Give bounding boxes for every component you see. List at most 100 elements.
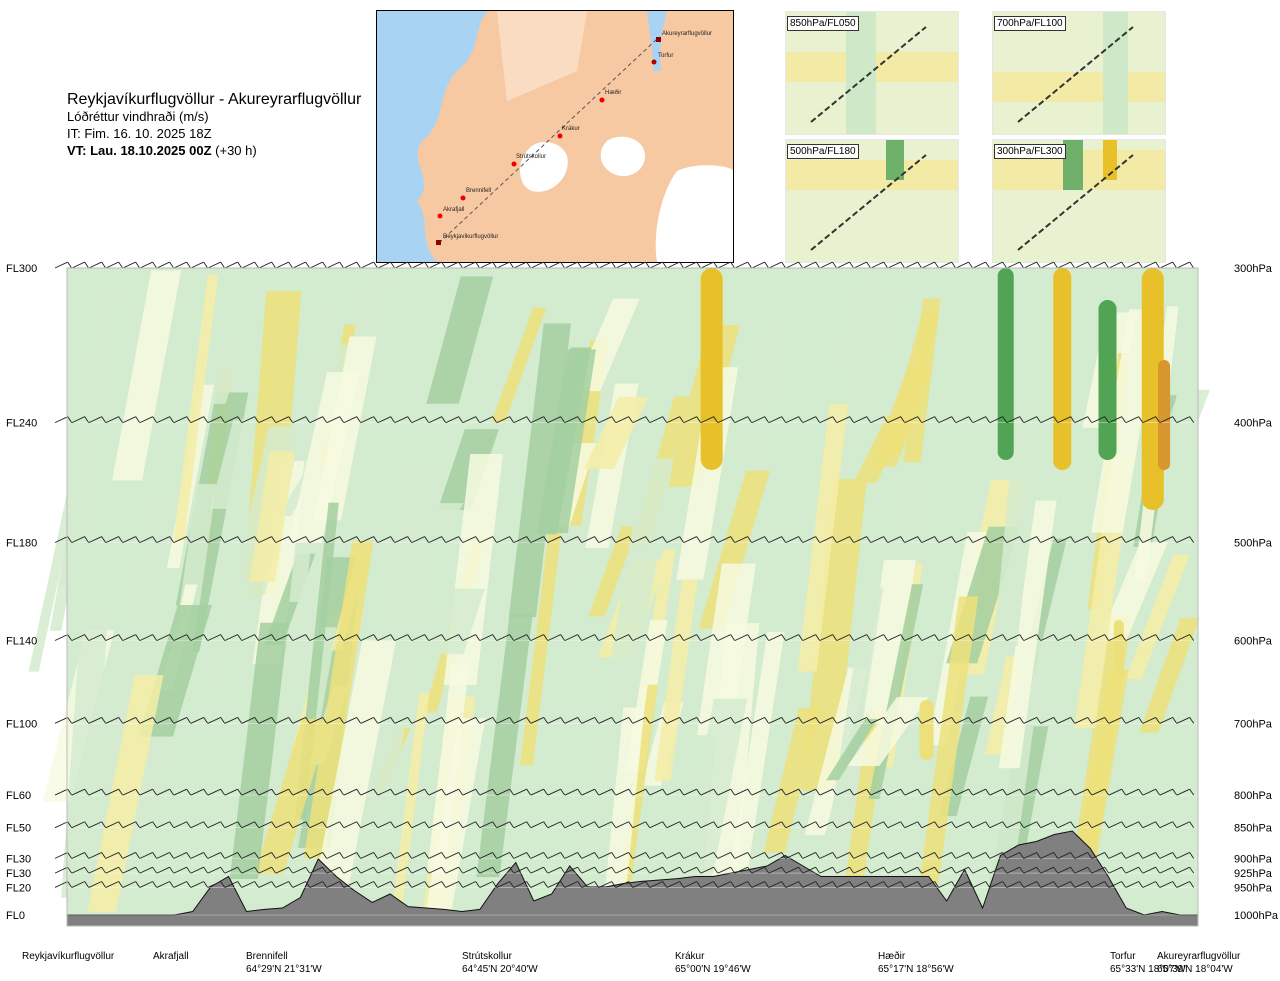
- flight-level-label: FL30: [6, 853, 31, 865]
- wind-barb-flag: [917, 821, 923, 828]
- wind-barb-flag: [305, 717, 311, 724]
- pressure-level-label: 500hPa: [1234, 538, 1273, 550]
- wind-barb-flag: [322, 852, 328, 859]
- wind-barb: [819, 821, 833, 829]
- waypoint-akrafjall: [437, 213, 443, 219]
- wind-barb-flag: [152, 634, 158, 641]
- wind-barb: [309, 788, 323, 796]
- wind-barb: [105, 717, 119, 724]
- wind-barb: [156, 536, 170, 543]
- wind-barb-flag: [543, 261, 549, 269]
- wind-barb-flag: [798, 821, 804, 828]
- wind-barb-flag: [679, 416, 685, 423]
- wind-barb: [462, 634, 476, 641]
- wind-barb-flag: [220, 261, 226, 269]
- wind-barb-flag: [951, 261, 957, 269]
- wind-barb-flag: [968, 634, 974, 641]
- wind-barb-flag: [798, 634, 804, 641]
- wind-barb: [71, 536, 85, 543]
- wind-barb-flag: [849, 866, 855, 874]
- wind-barb: [785, 416, 799, 424]
- wind-barb-flag: [254, 416, 260, 423]
- wind-barb: [785, 717, 799, 724]
- wind-barb-flag: [152, 866, 158, 874]
- wind-barb: [411, 416, 425, 424]
- wind-barb-flag: [186, 536, 192, 543]
- wind-barb-flag: [1070, 866, 1076, 874]
- pressure-level-label: 400hPa: [1234, 418, 1273, 430]
- wind-barb-flag: [322, 717, 328, 724]
- wind-barb-flag: [118, 866, 124, 874]
- wind-barb: [54, 536, 68, 543]
- flight-level-label: FL50: [6, 823, 31, 835]
- wind-barb-flag: [1155, 881, 1161, 888]
- wind-barb: [377, 852, 391, 859]
- wind-barb-flag: [1019, 788, 1025, 796]
- wind-barb: [88, 852, 102, 859]
- wind-barb: [717, 536, 731, 543]
- wind-barb-flag: [662, 261, 668, 269]
- wind-barb-flag: [152, 536, 158, 543]
- wind-barb: [955, 852, 969, 859]
- wind-barb-flag: [696, 634, 702, 641]
- wind-barb: [564, 866, 578, 874]
- wind-barb-flag: [1053, 821, 1059, 828]
- wind-barb-flag: [373, 852, 379, 859]
- wind-barb: [411, 788, 425, 796]
- wind-barb: [921, 261, 935, 269]
- velocity-streak: [128, 497, 182, 619]
- wind-barb-flag: [798, 881, 804, 888]
- wind-barb-flag: [203, 416, 209, 423]
- wind-barb: [479, 261, 493, 269]
- wind-barb: [241, 821, 255, 829]
- wind-barb-flag: [985, 788, 991, 796]
- wind-barb: [88, 416, 102, 424]
- wind-barb-flag: [322, 866, 328, 874]
- map-label-brennifell: Brennifell: [466, 188, 491, 194]
- wind-barb-flag: [118, 821, 124, 828]
- wind-barb: [343, 881, 357, 888]
- wind-barb-flag: [968, 416, 974, 423]
- location-coords: 64°29'N 21°31'W: [246, 964, 322, 975]
- wind-barb-flag: [951, 634, 957, 641]
- wind-barb: [734, 261, 748, 269]
- wind-barb-flag: [849, 536, 855, 543]
- wind-barb-flag: [866, 717, 872, 724]
- wind-barb-flag: [1121, 881, 1127, 888]
- wind-barb: [309, 416, 323, 424]
- wind-barb: [513, 866, 527, 874]
- wind-barb: [581, 416, 595, 424]
- wind-barb: [751, 788, 765, 796]
- wind-barb: [1159, 821, 1173, 829]
- wind-barb: [1040, 821, 1054, 829]
- waypoint-torfur: [651, 59, 657, 65]
- wind-barb-flag: [152, 821, 158, 828]
- wind-barb: [632, 536, 646, 543]
- wind-barb: [258, 821, 272, 829]
- wind-barb-flag: [1070, 416, 1076, 423]
- wind-barb-flag: [169, 881, 175, 888]
- wind-barb: [1091, 788, 1105, 796]
- strong-feature-6: [919, 700, 934, 760]
- wind-barb: [1142, 852, 1156, 859]
- wind-barb: [411, 821, 425, 829]
- velocity-streak: [833, 291, 906, 448]
- wind-barb: [1074, 881, 1088, 888]
- wind-barb: [428, 866, 442, 874]
- wind-barb-flag: [815, 261, 821, 269]
- wind-barb: [751, 536, 765, 543]
- wind-barb-flag: [934, 634, 940, 641]
- wind-barb-flag: [186, 852, 192, 859]
- wind-barb-flag: [152, 416, 158, 423]
- waypoint-brennifell: [460, 195, 466, 201]
- wind-barb-flag: [305, 536, 311, 543]
- wind-barb-flag: [339, 866, 345, 874]
- wind-barb-flag: [815, 416, 821, 423]
- wind-barb: [598, 261, 612, 269]
- velocity-streak: [61, 611, 109, 898]
- wind-barb: [105, 881, 119, 888]
- wind-barb: [649, 536, 663, 543]
- wind-barb-flag: [798, 852, 804, 859]
- wind-barb: [360, 634, 374, 641]
- wind-barb-flag: [560, 852, 566, 859]
